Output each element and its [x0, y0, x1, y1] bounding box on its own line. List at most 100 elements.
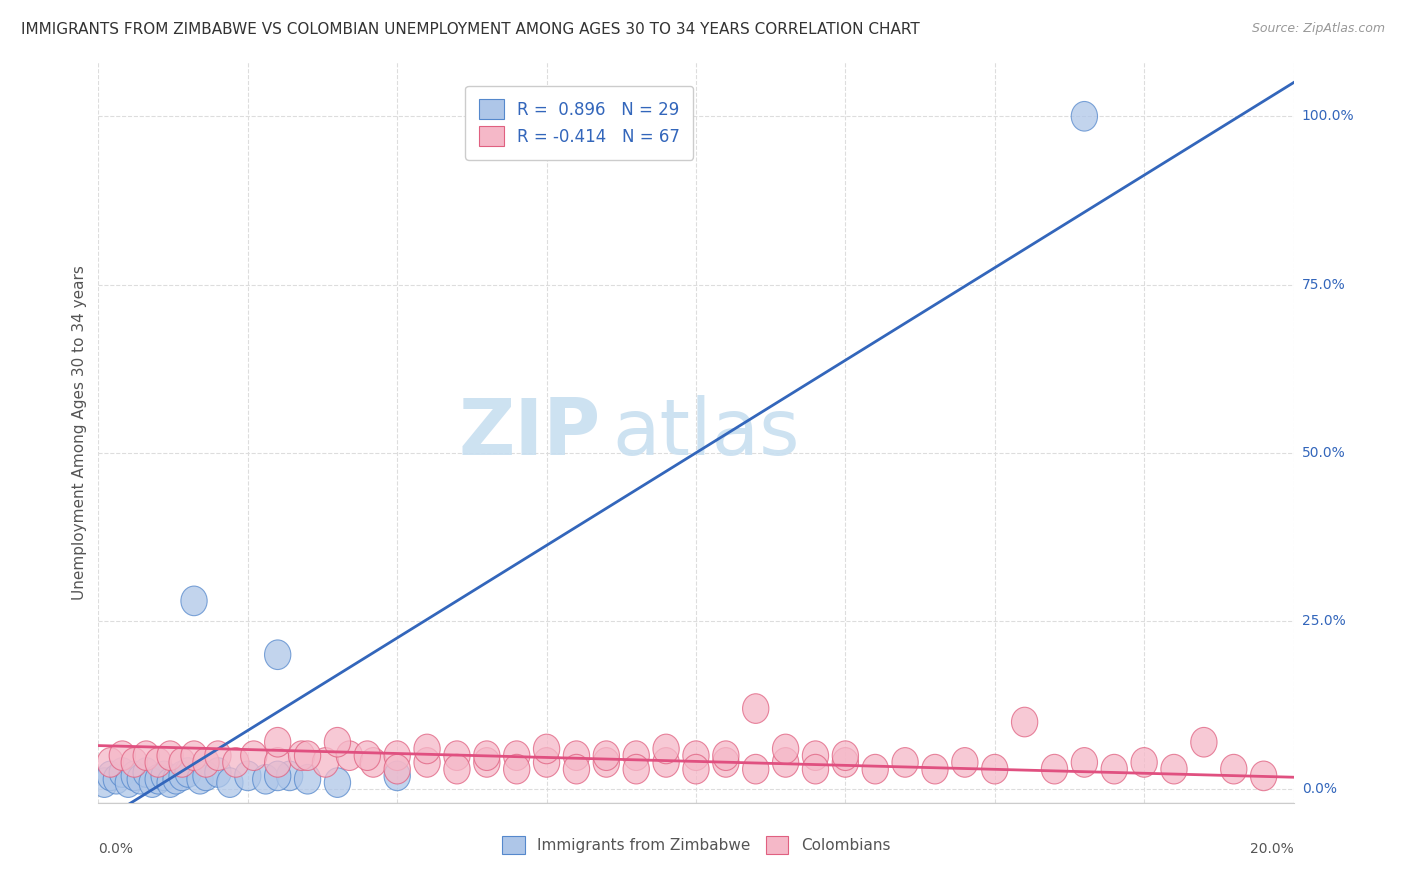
Ellipse shape	[1161, 755, 1187, 784]
Ellipse shape	[444, 741, 470, 771]
Ellipse shape	[325, 768, 350, 797]
Ellipse shape	[97, 747, 124, 777]
Text: ZIP: ZIP	[458, 394, 600, 471]
Ellipse shape	[121, 747, 148, 777]
Legend: Immigrants from Zimbabwe, Colombians: Immigrants from Zimbabwe, Colombians	[494, 828, 898, 862]
Ellipse shape	[1191, 727, 1218, 757]
Ellipse shape	[134, 757, 159, 788]
Ellipse shape	[683, 755, 709, 784]
Ellipse shape	[157, 768, 183, 797]
Ellipse shape	[312, 747, 339, 777]
Text: 75.0%: 75.0%	[1302, 277, 1346, 292]
Ellipse shape	[360, 747, 387, 777]
Ellipse shape	[803, 755, 828, 784]
Ellipse shape	[652, 747, 679, 777]
Ellipse shape	[593, 747, 620, 777]
Ellipse shape	[127, 764, 153, 794]
Ellipse shape	[193, 747, 219, 777]
Text: 0.0%: 0.0%	[98, 842, 134, 855]
Ellipse shape	[384, 755, 411, 784]
Ellipse shape	[533, 747, 560, 777]
Ellipse shape	[981, 755, 1008, 784]
Ellipse shape	[163, 764, 190, 794]
Ellipse shape	[145, 747, 172, 777]
Ellipse shape	[952, 747, 979, 777]
Ellipse shape	[121, 761, 148, 790]
Text: 25.0%: 25.0%	[1302, 614, 1346, 628]
Ellipse shape	[193, 761, 219, 790]
Ellipse shape	[413, 734, 440, 764]
Ellipse shape	[288, 741, 315, 771]
Ellipse shape	[97, 761, 124, 790]
Ellipse shape	[503, 755, 530, 784]
Ellipse shape	[181, 741, 207, 771]
Ellipse shape	[336, 741, 363, 771]
Ellipse shape	[103, 764, 129, 794]
Ellipse shape	[294, 741, 321, 771]
Ellipse shape	[832, 741, 859, 771]
Ellipse shape	[564, 741, 589, 771]
Ellipse shape	[832, 747, 859, 777]
Ellipse shape	[91, 768, 118, 797]
Text: 50.0%: 50.0%	[1302, 446, 1346, 459]
Ellipse shape	[444, 755, 470, 784]
Ellipse shape	[1042, 755, 1067, 784]
Ellipse shape	[264, 640, 291, 670]
Ellipse shape	[503, 741, 530, 771]
Ellipse shape	[294, 764, 321, 794]
Ellipse shape	[264, 727, 291, 757]
Ellipse shape	[474, 741, 501, 771]
Ellipse shape	[413, 747, 440, 777]
Y-axis label: Unemployment Among Ages 30 to 34 years: Unemployment Among Ages 30 to 34 years	[72, 265, 87, 600]
Ellipse shape	[145, 764, 172, 794]
Ellipse shape	[235, 761, 262, 790]
Ellipse shape	[772, 734, 799, 764]
Ellipse shape	[742, 694, 769, 723]
Ellipse shape	[205, 757, 231, 788]
Ellipse shape	[474, 747, 501, 777]
Text: 0.0%: 0.0%	[1302, 782, 1337, 797]
Ellipse shape	[713, 747, 740, 777]
Ellipse shape	[205, 741, 231, 771]
Ellipse shape	[115, 768, 142, 797]
Ellipse shape	[713, 741, 740, 771]
Ellipse shape	[253, 764, 278, 794]
Ellipse shape	[169, 747, 195, 777]
Ellipse shape	[150, 761, 177, 790]
Ellipse shape	[772, 747, 799, 777]
Ellipse shape	[222, 747, 249, 777]
Ellipse shape	[623, 741, 650, 771]
Ellipse shape	[623, 755, 650, 784]
Ellipse shape	[169, 761, 195, 790]
Ellipse shape	[264, 761, 291, 790]
Ellipse shape	[134, 741, 159, 771]
Ellipse shape	[862, 755, 889, 784]
Ellipse shape	[181, 586, 207, 615]
Ellipse shape	[277, 761, 302, 790]
Ellipse shape	[1071, 102, 1098, 131]
Ellipse shape	[1101, 755, 1128, 784]
Ellipse shape	[354, 741, 381, 771]
Ellipse shape	[217, 768, 243, 797]
Ellipse shape	[1071, 747, 1098, 777]
Ellipse shape	[174, 757, 201, 788]
Ellipse shape	[1250, 761, 1277, 790]
Ellipse shape	[384, 741, 411, 771]
Ellipse shape	[187, 764, 214, 794]
Ellipse shape	[891, 747, 918, 777]
Text: Source: ZipAtlas.com: Source: ZipAtlas.com	[1251, 22, 1385, 36]
Ellipse shape	[533, 734, 560, 764]
Ellipse shape	[240, 741, 267, 771]
Ellipse shape	[384, 761, 411, 790]
Ellipse shape	[1130, 747, 1157, 777]
Ellipse shape	[325, 727, 350, 757]
Ellipse shape	[564, 755, 589, 784]
Ellipse shape	[803, 741, 828, 771]
Ellipse shape	[157, 741, 183, 771]
Ellipse shape	[593, 741, 620, 771]
Text: 100.0%: 100.0%	[1302, 110, 1354, 123]
Ellipse shape	[264, 747, 291, 777]
Ellipse shape	[652, 734, 679, 764]
Ellipse shape	[1220, 755, 1247, 784]
Ellipse shape	[139, 768, 166, 797]
